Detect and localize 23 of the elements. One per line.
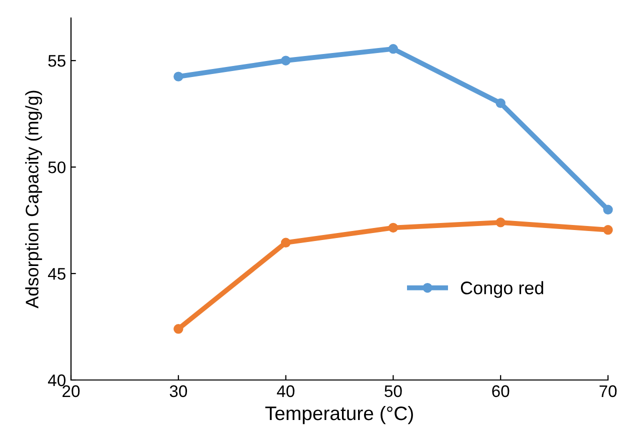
x-tick-label: 60	[492, 385, 510, 398]
x-tick-label: 30	[170, 385, 188, 398]
point	[496, 98, 506, 108]
x-tick-label: 40	[276, 385, 294, 398]
point	[280, 238, 291, 248]
y-tick-label: 45	[48, 268, 66, 280]
x-tick-label: 50	[384, 385, 402, 398]
y-tick-label: 50	[48, 161, 66, 174]
point	[280, 56, 291, 66]
y-axis-title: Adsorption Capacity (mg/g)	[25, 90, 42, 308]
x-tick-label: 20	[62, 385, 80, 398]
y-tick-label: 55	[48, 55, 66, 67]
y-tick-label: 40	[48, 374, 66, 386]
point	[174, 72, 184, 82]
point	[388, 222, 398, 233]
point	[496, 218, 506, 228]
x-axis-title: Temperature (°C)	[265, 406, 413, 424]
point	[603, 225, 613, 235]
point	[174, 324, 184, 334]
point	[603, 204, 613, 215]
x-tick-label: 70	[600, 385, 617, 398]
legend-label: Congo red	[460, 281, 544, 298]
point	[388, 44, 398, 54]
